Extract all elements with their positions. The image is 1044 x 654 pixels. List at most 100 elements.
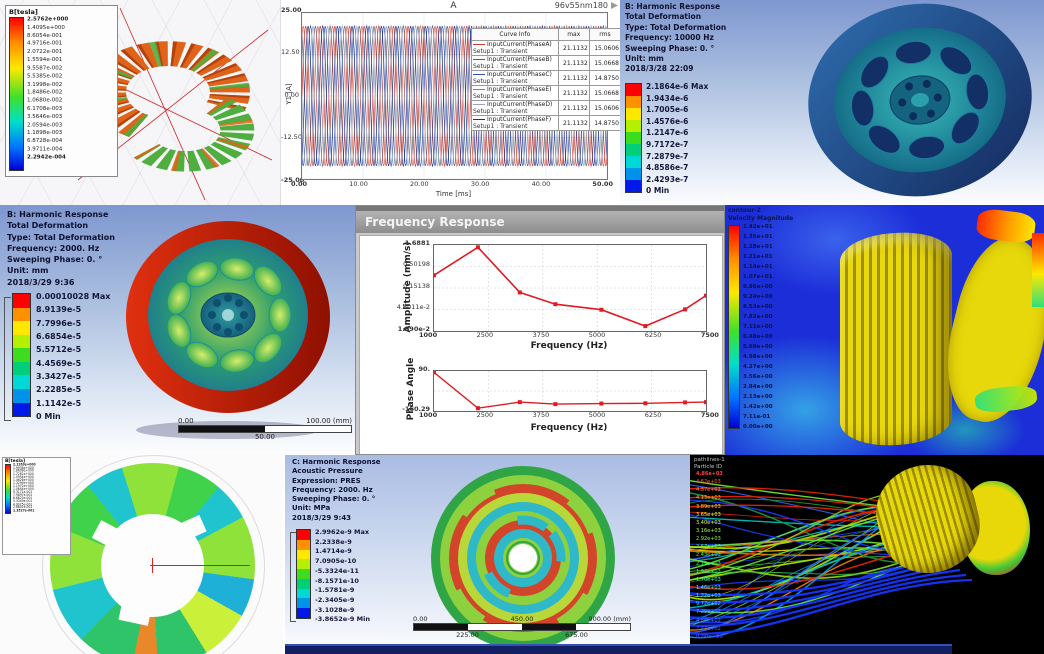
gear-rotor <box>840 230 952 448</box>
curve-color-dash <box>473 74 485 75</box>
legend-value: 0.00e+00 <box>743 424 773 431</box>
particle-streamlines-panel: pathlines-1 Particle ID 4.86e+03 4.62e+03 4… <box>690 455 1044 654</box>
legend-color-band <box>13 375 30 389</box>
header-line: Total Deformation <box>625 12 702 22</box>
legend-color-band <box>626 132 641 144</box>
header-line: B: Harmonic Response <box>625 2 721 11</box>
table-header-row: Curve Info max rms <box>471 28 621 41</box>
curve-setup: Setup1 : Transient <box>473 63 528 70</box>
y-tick: 12.50 <box>281 48 300 57</box>
legend-value: 1.8486e-002 <box>27 89 63 96</box>
curve-max-cell: 21.1132 <box>557 70 590 86</box>
y-tick: 0.00 <box>284 90 299 99</box>
legend-values-list: 2.1263e+000 1.9936e+000 1.8608e+000 1.7281e… <box>13 464 44 512</box>
curve-name-cell: InputCurrent(PhaseB) Setup1 : Transient <box>471 55 559 71</box>
curve-name: InputCurrent(PhaseE) <box>487 86 552 93</box>
legend-value: 3.89e+03 <box>696 503 721 510</box>
curve-setup: Setup1 : Transient <box>473 108 528 115</box>
legend-value: 1.0644e+000 <box>13 487 35 491</box>
table-row: InputCurrent(PhaseB) Setup1 : Transient 21… <box>471 55 621 71</box>
field-legend: B[tesla] 2.1263e+000 1.9936e+000 1.8608e+0… <box>2 457 71 555</box>
legend-values-list: 1.42e+01 1.35e+01 1.28e+01 1.21e+01 1.14e+01… <box>743 224 773 431</box>
legend-value: 4.37e+03 <box>696 487 721 494</box>
legend-color-band <box>297 559 310 570</box>
data-marker <box>553 302 558 307</box>
legend-color-band <box>297 530 310 540</box>
data-marker <box>475 406 480 411</box>
legend-color-band <box>297 598 310 609</box>
ruler-bar <box>413 623 631 631</box>
x-axis-label: Time [ms] <box>435 190 472 198</box>
curve-max-cell: 21.1132 <box>557 115 590 131</box>
legend-value: 4.62e+03 <box>696 479 721 486</box>
acoustic-pressure-panel: C: Harmonic Response Acoustic Pressure Exp… <box>283 455 692 654</box>
legend-value: 1.3299e+000 <box>13 481 35 485</box>
window-titlebar[interactable]: Frequency Response <box>356 211 724 233</box>
waveform-InputCurrent(PhaseD) <box>302 24 607 168</box>
legend-values-list: 2.5762e+000 1.4095e+000 8.6054e-001 4.9716e… <box>27 17 68 161</box>
x-tick: 3750 <box>532 411 550 419</box>
data-marker <box>434 273 436 278</box>
cfd-velocity-panel: contour-2 Velocity Magnitude 1.42e+01 1.35… <box>725 205 1044 455</box>
legend-value: 1.4576e-6 <box>646 116 689 126</box>
legend-value: 1.5594e-001 <box>27 56 63 64</box>
acoustic-disc <box>431 466 615 650</box>
legend-color-band <box>13 294 30 308</box>
legend-value: 2.67e+03 <box>696 544 721 551</box>
pin-icon[interactable] <box>611 2 618 9</box>
ruler-threequarter: 675.00 <box>565 631 588 639</box>
header-line: Type: Total Deformation <box>7 232 115 242</box>
legend-color-band <box>297 608 310 619</box>
legend-value: 1.7005e-6 <box>646 105 689 115</box>
curve-name-cell: InputCurrent(PhaseD) Setup1 : Transient <box>471 100 559 116</box>
curve-max-cell: 21.1132 <box>557 85 590 101</box>
data-marker <box>475 245 480 250</box>
legend-title: contour-2 Velocity Magnitude <box>728 207 793 223</box>
header-line: Sweeping Phase: 0. ° <box>7 255 103 265</box>
phase-line <box>434 371 706 409</box>
table-row: InputCurrent(PhaseD) Setup1 : Transient 21… <box>471 100 621 116</box>
legend-color-band <box>13 321 30 335</box>
legend-value: 7.11e+00 <box>743 324 773 331</box>
legend-color-band <box>297 578 310 589</box>
legend-color-band <box>626 168 641 180</box>
legend-value: 1.9434e-6 <box>646 93 689 103</box>
curve-max-cell: 21.1132 <box>557 40 590 56</box>
legend-title-line: Velocity Magnitude <box>728 215 794 222</box>
x-tick: 50.00 <box>592 180 613 188</box>
table-header-cell: Curve Info <box>471 28 559 41</box>
legend-value: 4.13e+03 <box>696 495 721 502</box>
legend-value: 6.1708e-003 <box>27 105 63 112</box>
legend-value: 3.40e+03 <box>696 519 721 526</box>
legend-value: 0.00e+00 <box>696 633 723 640</box>
x-tick: 3750 <box>532 331 550 339</box>
stream-line-blue <box>690 573 967 627</box>
legend-value: 6.8728e-004 <box>27 137 63 145</box>
legend-value: 3.16e+03 <box>696 527 721 534</box>
color-scale-bar <box>296 529 311 619</box>
x-tick: 30.00 <box>470 180 490 188</box>
legend-value: 3.1998e-002 <box>27 80 63 88</box>
x-tick: 5000 <box>588 331 606 339</box>
y-tick: -12.50 <box>281 133 302 142</box>
curve-rms-cell: 15.0668 <box>588 85 621 101</box>
header-line: 2018/3/28 22:09 <box>625 64 694 74</box>
legend-value: 2.9962e-9 Max <box>315 528 370 536</box>
legend-value: 2.43e+03 <box>696 552 721 559</box>
field-legend: B[tesla] 2.5762e+000 1.4095e+000 8.6054e-0… <box>5 5 118 177</box>
legend-title: pathlines-1 Particle ID <box>694 457 725 471</box>
frequency-axis-label: Frequency (Hz) <box>530 423 608 433</box>
legend-value: -3.8652e-9 Min <box>315 615 370 624</box>
legend-value: 1.4095e+000 <box>27 24 65 31</box>
legend-values-list: 2.1864e-6 Max 1.9434e-6 1.7005e-6 1.4576e-6… <box>646 83 708 195</box>
legend-title-line: contour-2 <box>728 207 761 214</box>
legend-value: 1.35e+01 <box>743 234 773 241</box>
legend-value: 1.21e+01 <box>743 254 773 261</box>
legend-value: 1.5954e+000 <box>13 475 35 479</box>
header-line: Frequency: 10000 Hz <box>625 33 714 43</box>
legend-value: 1.0680e-002 <box>27 97 63 104</box>
legend-value: 2.92e+03 <box>696 536 721 543</box>
x-tick: 40.00 <box>531 180 551 188</box>
legend-value: 3.9711e-004 <box>27 145 63 153</box>
legend-value: 8.6054e-001 <box>27 32 63 39</box>
